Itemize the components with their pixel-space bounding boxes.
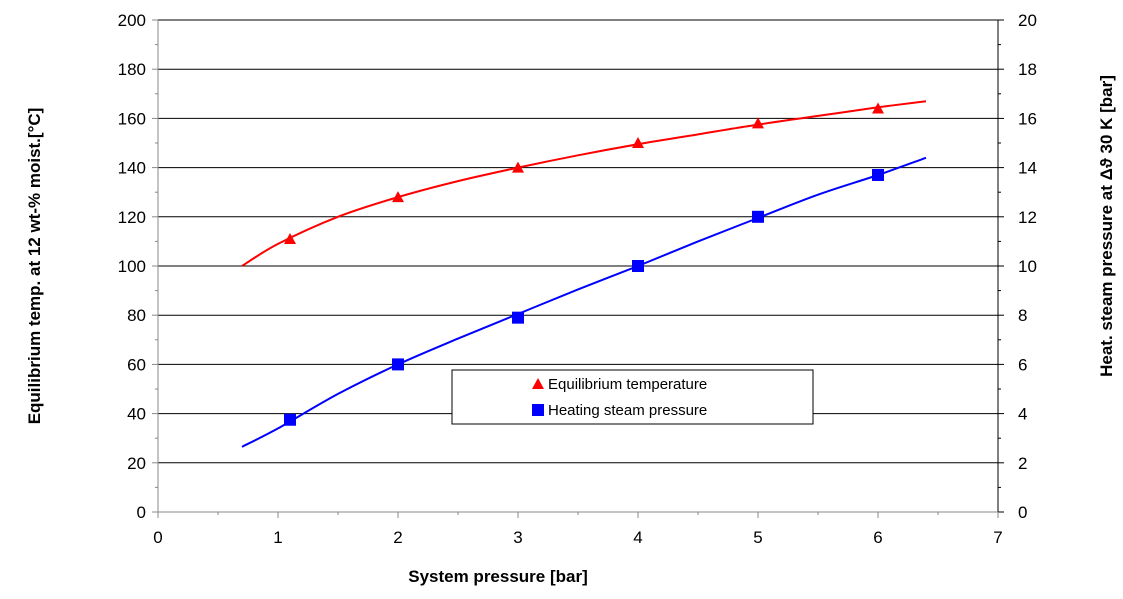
legend-marker-steam xyxy=(532,404,544,416)
series-layer xyxy=(241,100,927,448)
y2-tick-label: 20 xyxy=(1018,11,1037,30)
y2-tick-label: 16 xyxy=(1018,109,1037,128)
equilibrium-point xyxy=(872,102,884,114)
y-tick-label: 120 xyxy=(118,208,146,227)
x-tick-label: 3 xyxy=(513,528,522,547)
x-tick-label: 1 xyxy=(273,528,282,547)
y2-tick-label: 12 xyxy=(1018,208,1037,227)
y-tick-label: 80 xyxy=(127,306,146,325)
equilibrium-point xyxy=(632,137,644,148)
y-tick-label: 160 xyxy=(118,109,146,128)
y-tick-label: 40 xyxy=(127,405,146,424)
y-tick-label: 60 xyxy=(127,355,146,374)
equilibrium-point xyxy=(752,117,764,129)
steam-point xyxy=(632,260,644,272)
y2-tick-label: 18 xyxy=(1018,60,1037,79)
legend-box xyxy=(451,369,814,425)
x-tick-label: 4 xyxy=(633,528,642,547)
x-tick-label: 5 xyxy=(753,528,762,547)
y-tick-label: 20 xyxy=(127,454,146,473)
y-axis-title: Equilibrium temp. at 12 wt-% moist.[°C] xyxy=(25,108,44,425)
legend: Equilibrium temperature Heating steam pre… xyxy=(451,369,814,425)
y2-tick-label: 4 xyxy=(1018,405,1027,424)
equilibrium-point xyxy=(392,191,404,203)
steam-point xyxy=(752,210,764,223)
y-tick-label: 100 xyxy=(118,257,146,276)
steam-trend-line xyxy=(241,156,927,448)
x-tick-label: 6 xyxy=(873,528,882,547)
y2-tick-label: 6 xyxy=(1018,355,1027,374)
y2-tick-label: 2 xyxy=(1018,454,1027,473)
y2-tick-label: 0 xyxy=(1018,503,1027,522)
y2-axis-title: Heat. steam pressure at Δϑ 30 K [bar] xyxy=(1097,75,1116,377)
equilibrium-trend-line xyxy=(241,100,927,267)
equilibrium-point xyxy=(284,232,296,244)
legend-label-steam: Heating steam pressure xyxy=(548,402,707,419)
y-tick-label: 200 xyxy=(118,11,146,30)
steam-point xyxy=(872,168,884,181)
x-axis-title: System pressure [bar] xyxy=(408,567,588,586)
axis-layer: 0204060801001201401601802000246810121416… xyxy=(118,11,1037,547)
legend-marker-equilibrium xyxy=(532,378,544,389)
equilibrium-point xyxy=(512,161,524,173)
y-tick-label: 140 xyxy=(118,159,146,178)
steam-point xyxy=(512,311,524,324)
grid-layer xyxy=(158,19,998,464)
steam-point xyxy=(392,358,404,371)
legend-label-equilibrium: Equilibrium temperature xyxy=(548,376,707,393)
x-tick-label: 7 xyxy=(993,528,1002,547)
x-tick-label: 0 xyxy=(153,528,162,547)
x-tick-label: 2 xyxy=(393,528,402,547)
y2-tick-label: 14 xyxy=(1018,159,1037,178)
steam-point xyxy=(284,413,296,426)
y2-tick-label: 8 xyxy=(1018,306,1027,325)
y2-tick-label: 10 xyxy=(1018,257,1037,276)
y-tick-label: 180 xyxy=(118,60,146,79)
y-tick-label: 0 xyxy=(137,503,146,522)
